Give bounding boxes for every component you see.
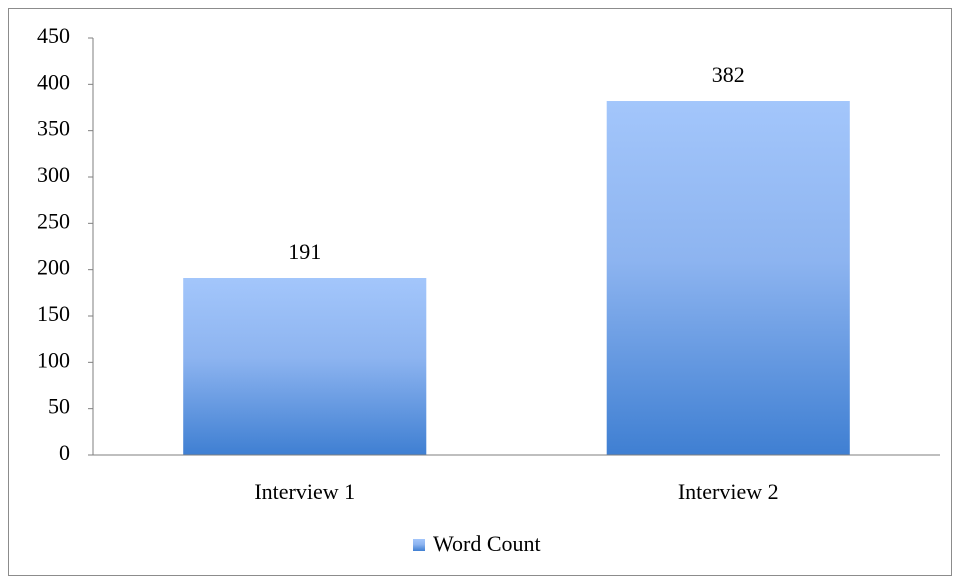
data-label: 382 bbox=[712, 62, 745, 87]
y-tick-label: 150 bbox=[37, 301, 70, 326]
y-tick-label: 400 bbox=[37, 69, 70, 94]
y-tick-label: 100 bbox=[37, 347, 70, 372]
bar bbox=[606, 101, 850, 455]
y-tick-label: 0 bbox=[59, 440, 70, 465]
y-tick-label: 450 bbox=[37, 23, 70, 48]
bar bbox=[183, 278, 427, 455]
x-tick-label: Interview 1 bbox=[254, 479, 355, 504]
y-tick-label: 250 bbox=[37, 208, 70, 233]
x-tick-label: Interview 2 bbox=[678, 479, 779, 504]
data-label: 191 bbox=[288, 239, 321, 264]
y-tick-label: 350 bbox=[37, 116, 70, 141]
legend-swatch bbox=[413, 539, 425, 551]
y-tick-label: 300 bbox=[37, 162, 70, 187]
legend-label: Word Count bbox=[433, 531, 541, 556]
y-tick-label: 50 bbox=[48, 394, 70, 419]
y-tick-label: 200 bbox=[37, 255, 70, 280]
